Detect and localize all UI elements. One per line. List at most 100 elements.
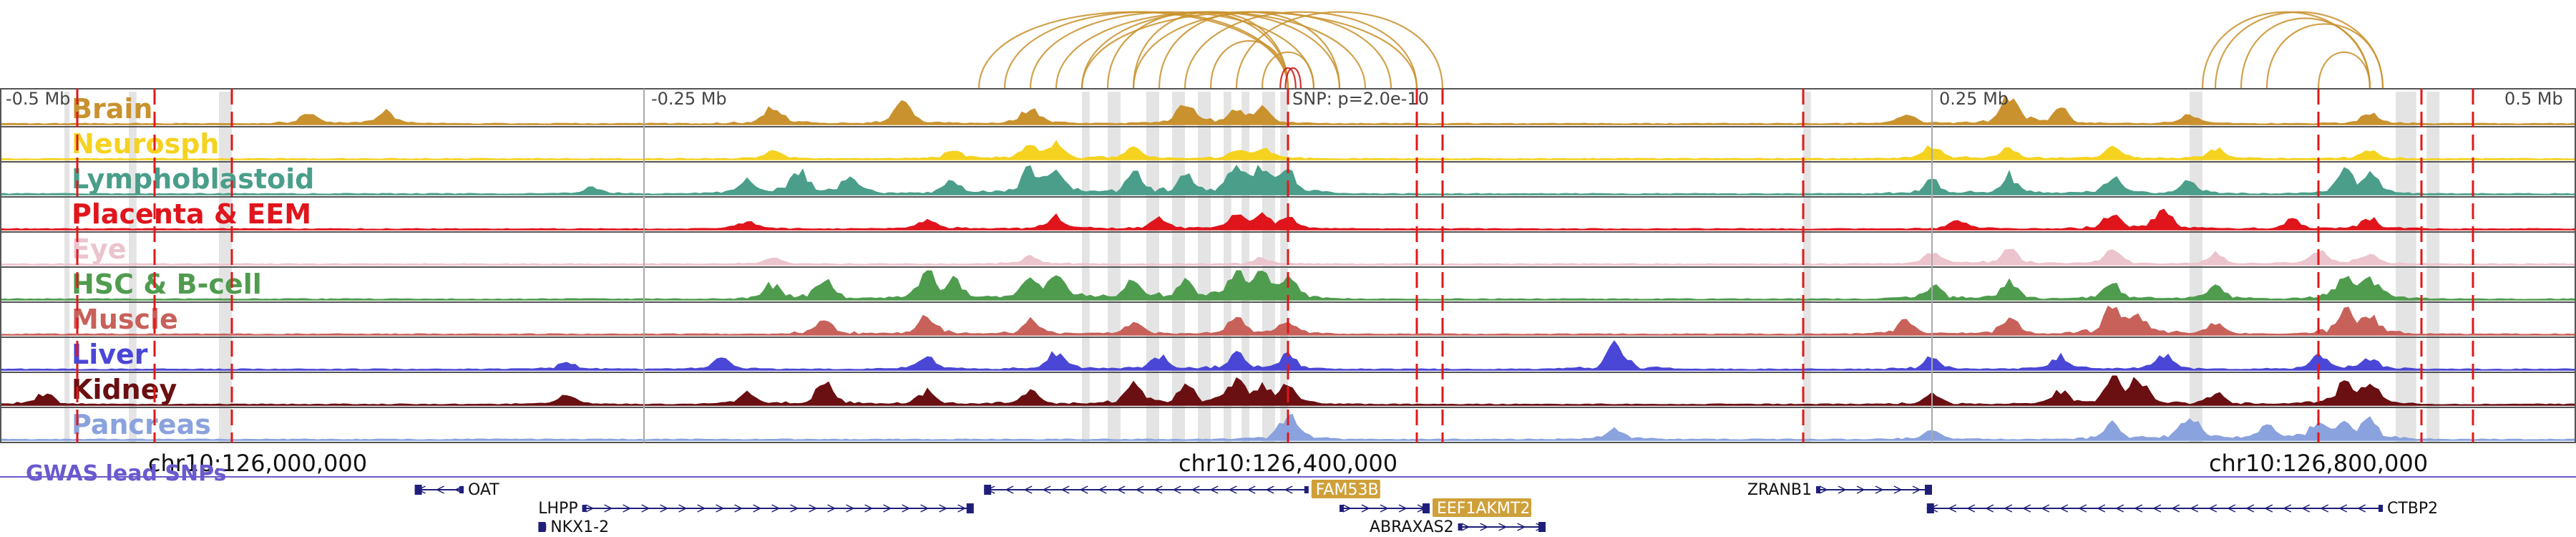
gene-strand-arrow <box>1856 485 1865 494</box>
gene-strand-arrow <box>2152 504 2162 513</box>
gene-strand-arrow <box>2041 504 2050 513</box>
gene-strand-arrow <box>1023 485 1033 494</box>
loop-left-8 <box>1184 11 1418 90</box>
gene-strand-arrow <box>2338 504 2348 513</box>
loop-left-1 <box>1003 11 1289 90</box>
gene-strand-arrow <box>1135 485 1144 494</box>
gene-strand-arrow <box>1265 485 1274 494</box>
gene-badge <box>1433 498 1531 517</box>
gene-strand-arrow <box>2097 504 2106 513</box>
gene-label: EEF1AKMT2 <box>1437 500 1530 518</box>
track-signal <box>0 208 2576 231</box>
gene-exon <box>459 486 464 493</box>
gene-strand-arrow <box>1875 485 1884 494</box>
track-brain: Brain <box>0 93 2576 127</box>
gene-strand-arrow <box>1461 523 1470 531</box>
gene-label: CTBP2 <box>2387 500 2438 518</box>
coordinate-labels: chr10:126,000,000 chr10:126,400,000 chr10:… <box>148 450 2428 477</box>
gene-strand-arrow <box>846 504 855 513</box>
gene-strand-arrow <box>2245 504 2255 513</box>
gene-strand-arrow <box>1398 504 1407 513</box>
gene-strand-arrow <box>1005 485 1014 494</box>
track-label: Lymphoblastoid <box>72 163 314 195</box>
gene-fam53b: FAM53B <box>984 480 1380 499</box>
loop-left-2 <box>1029 11 1315 90</box>
gene-strand-arrow <box>2227 504 2236 513</box>
gene-strand-arrow <box>1042 485 1051 494</box>
gwas-track: GWAS lead SNPs <box>0 461 2576 486</box>
gene-strand-arrow <box>1985 504 1994 513</box>
gene-strand-arrow <box>1098 485 1107 494</box>
loop-left-5 <box>1106 11 1289 90</box>
track-label: Pancreas <box>72 409 211 440</box>
gene-strand-arrow <box>920 504 930 513</box>
gene-badge <box>1311 480 1380 498</box>
ruler-tick-label: -0.5 Mb <box>6 89 70 109</box>
loop-snp-0 <box>1284 67 1302 90</box>
track-label: HSC & B-cell <box>72 268 262 300</box>
gene-strand-arrow <box>716 504 725 513</box>
gene-label: NKX1-2 <box>550 518 609 536</box>
gene-strand-arrow <box>883 504 892 513</box>
gene-exon <box>582 505 587 512</box>
track-label: Kidney <box>72 374 177 405</box>
gene-strand-arrow <box>957 504 967 513</box>
track-label: Muscle <box>72 304 178 335</box>
gene-strand-arrow <box>1948 504 1957 513</box>
gene-ctbp2: CTBP2 <box>1926 500 2438 518</box>
gene-strand-arrow <box>2115 504 2124 513</box>
gene-strand-arrow <box>2320 504 2329 513</box>
gene-strand-arrow <box>2134 504 2143 513</box>
ruler-tick-label: 0.25 Mb <box>1939 89 2009 109</box>
gene-strand-arrow <box>827 504 836 513</box>
gene-strand-arrow <box>1893 485 1903 494</box>
track-label: Liver <box>72 339 148 370</box>
gene-strand-arrow <box>1284 485 1293 494</box>
gene-strand-arrow <box>939 504 948 513</box>
gene-strand-arrow <box>1966 504 1976 513</box>
gene-strand-arrow <box>1819 485 1828 494</box>
gene-strand-arrow <box>1380 504 1389 513</box>
gwas-lead-snps-label: GWAS lead SNPs <box>26 461 226 486</box>
gene-exon <box>2379 505 2383 512</box>
loop-left-13 <box>1132 11 1289 90</box>
gene-strand-arrow <box>697 504 706 513</box>
loop-snp-1 <box>1279 67 1297 90</box>
snp-pvalue-label: SNP: p=2.0e-10 <box>1292 89 1429 109</box>
gene-strand-arrow <box>2190 504 2199 513</box>
gene-label: LHPP <box>538 500 577 518</box>
gene-strand-arrow <box>1498 523 1508 531</box>
gene-strand-arrow <box>1361 504 1370 513</box>
gene-exon <box>1340 505 1344 512</box>
gene-label: OAT <box>468 481 499 499</box>
loop-left-12 <box>1080 11 1418 90</box>
gene-strand-arrow <box>1480 523 1489 531</box>
gene-strand-arrow <box>1209 485 1219 494</box>
gene-strand-arrow <box>1246 485 1256 494</box>
gene-strand-arrow <box>2171 504 2180 513</box>
gene-strand-arrow <box>1838 485 1847 494</box>
gene-exon <box>1304 486 1309 493</box>
gene-strand-arrow <box>2283 504 2292 513</box>
gene-strand-arrow <box>678 504 688 513</box>
gene-label: FAM53B <box>1316 481 1379 499</box>
gene-strand-arrow <box>1342 504 1352 513</box>
gene-strand-arrow <box>1228 485 1237 494</box>
gene-strand-arrow <box>2264 504 2273 513</box>
track-label: Eye <box>72 233 127 265</box>
gene-oat: OAT <box>414 481 499 499</box>
loop-right-2 <box>2240 17 2371 90</box>
gene-strand-arrow <box>1517 523 1526 531</box>
coordinate-label: chr10:126,800,000 <box>2209 450 2428 477</box>
gene-label: ZRANB1 <box>1747 481 1812 499</box>
ruler-tick-label: 0.5 Mb <box>2504 89 2563 109</box>
loop-right-4 <box>2317 52 2371 90</box>
gene-strand-arrow <box>1060 485 1070 494</box>
gene-strand-arrow <box>809 504 818 513</box>
gene-strand-arrow <box>790 504 799 513</box>
chromatin-loops <box>977 11 2384 90</box>
gene-eef1akmt2: EEF1AKMT2 <box>1340 498 1531 518</box>
loop-left-9 <box>1209 40 1289 90</box>
gene-exon <box>966 503 974 513</box>
